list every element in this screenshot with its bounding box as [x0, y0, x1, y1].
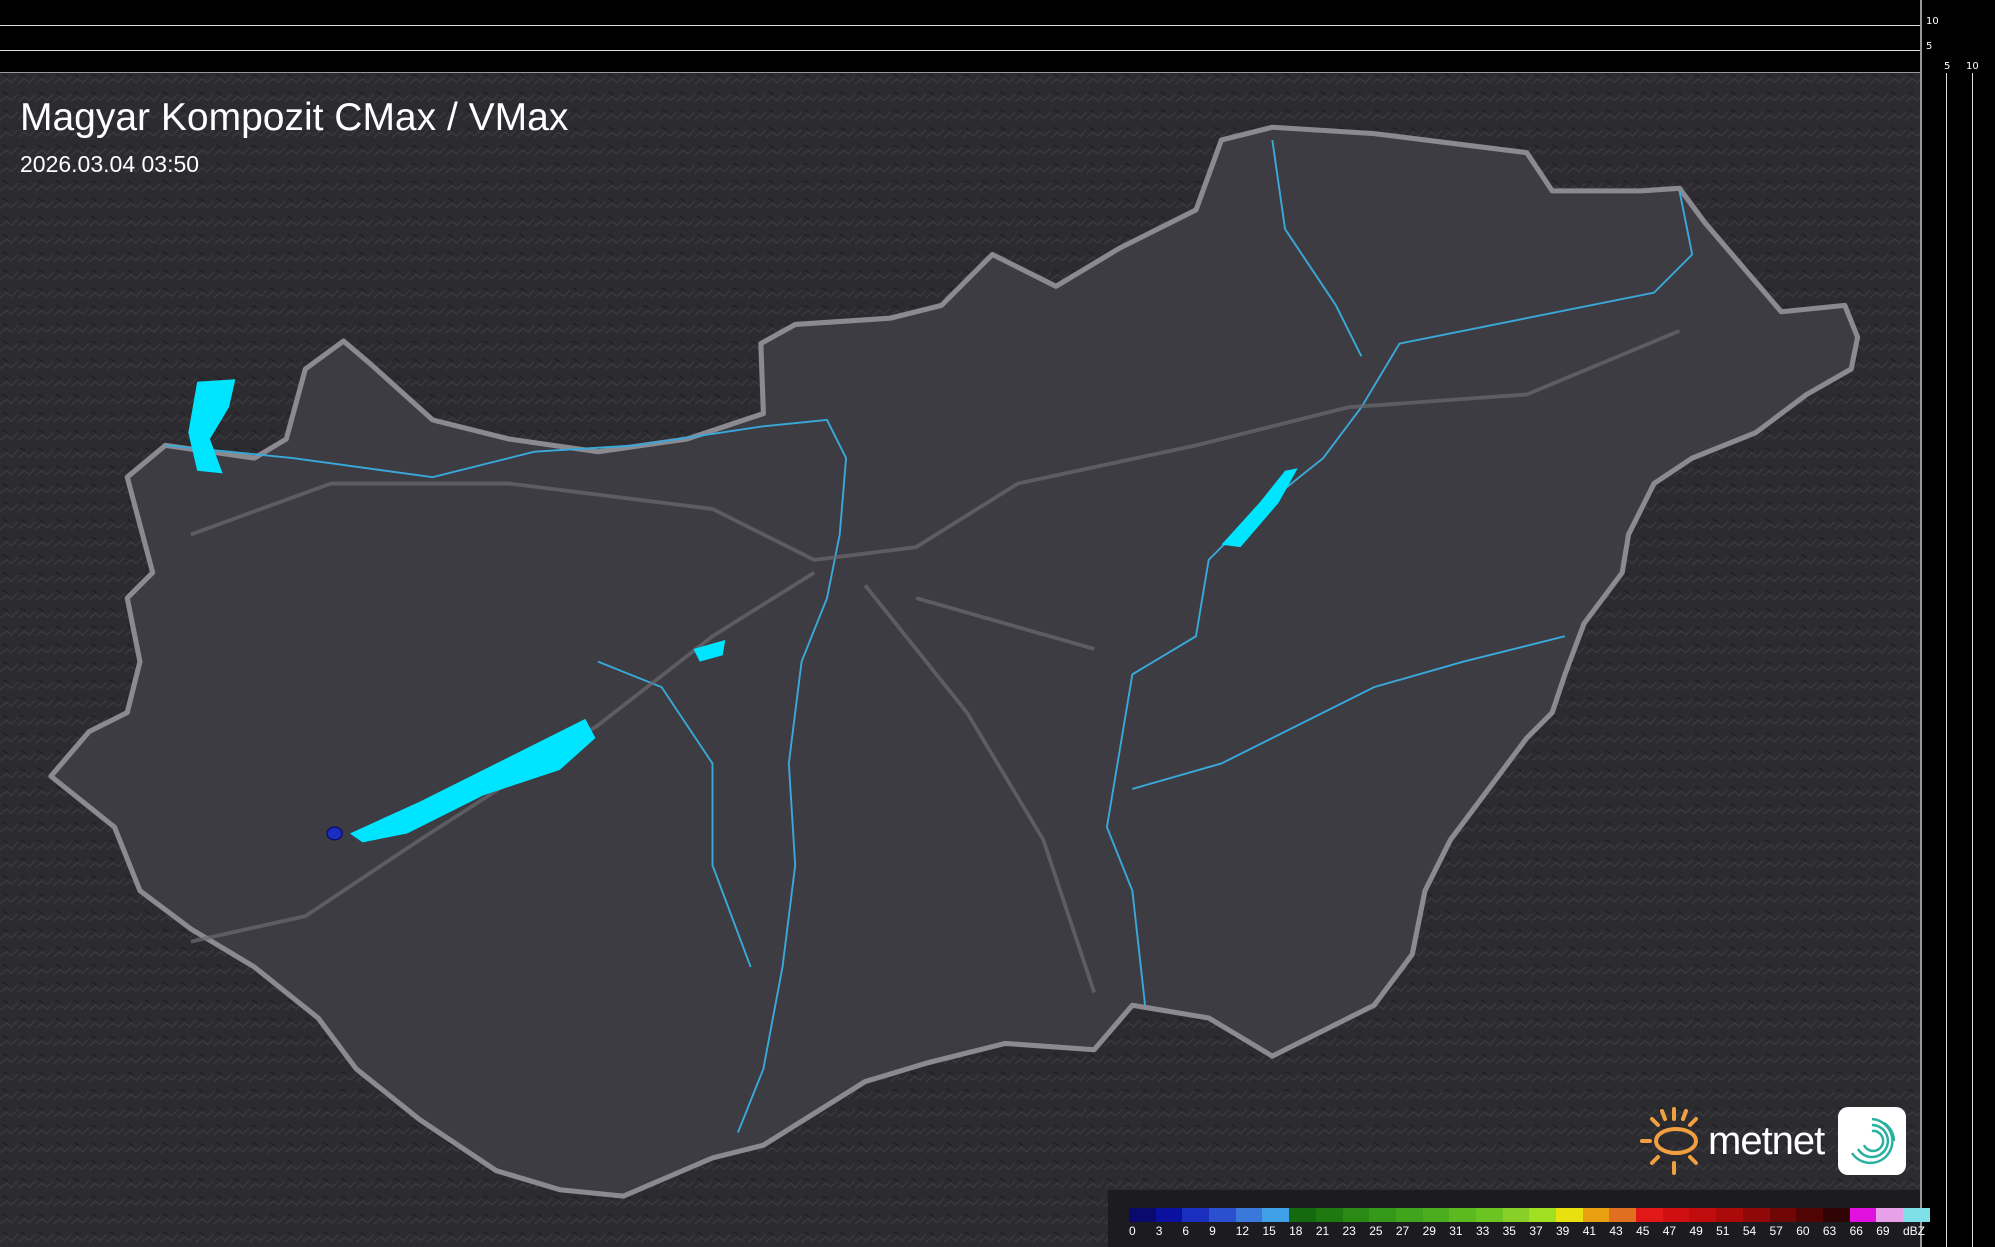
lake-tisza [1221, 468, 1298, 548]
color-swatch [1289, 1208, 1316, 1222]
color-swatch [1609, 1208, 1637, 1222]
scale-labels: 0 3 6 9 12 15 18 21 23 25 27 29 31 33 35 37 39 41 43 45 47 49… [1129, 1224, 1930, 1238]
color-swatch [1636, 1208, 1663, 1222]
scale-label: 3 [1155, 1224, 1163, 1238]
scale-label: 45 [1636, 1224, 1650, 1238]
color-swatch [1502, 1208, 1530, 1222]
color-swatch [1556, 1208, 1583, 1222]
color-swatch [1315, 1208, 1343, 1222]
color-swatch [1902, 1208, 1930, 1222]
scale-label: 25 [1369, 1224, 1383, 1238]
scale-label: 6 [1182, 1224, 1190, 1238]
color-swatch [1689, 1208, 1717, 1222]
color-swatch [1129, 1208, 1156, 1222]
color-swatch [1262, 1208, 1290, 1222]
scale-label: 69 [1876, 1224, 1890, 1238]
color-swatch [1796, 1208, 1823, 1222]
top-profile-strip [0, 0, 1920, 73]
color-swatch [1422, 1208, 1450, 1222]
tick-label: 10 [1966, 61, 1979, 72]
map-timestamp: 2026.03.04 03:50 [20, 151, 200, 177]
grid-line [0, 50, 1920, 51]
scale-label: 33 [1475, 1224, 1490, 1238]
scale-label: 43 [1609, 1224, 1623, 1238]
tick-label: 5 [1926, 41, 1933, 52]
metnet-logo: metnet [1638, 1105, 1907, 1177]
color-swatch [1155, 1208, 1183, 1222]
color-swatch [1849, 1208, 1877, 1222]
color-swatch [1475, 1208, 1503, 1222]
color-swatch [1662, 1208, 1690, 1222]
app-icon [1838, 1107, 1907, 1175]
tick-label: 10 [1926, 16, 1939, 27]
lake-balaton [349, 718, 596, 843]
grid-line [0, 25, 1920, 26]
hungary-country [48, 124, 1861, 1199]
right-profile-strip: 10 5 5 10 [1920, 0, 1995, 1247]
unit-label: dBZ [1902, 1224, 1925, 1238]
color-swatch [1369, 1208, 1396, 1222]
lake-velence [693, 640, 726, 662]
scale-label: 60 [1796, 1224, 1810, 1238]
grid-line [1946, 73, 1947, 1247]
scale-label: 51 [1716, 1224, 1730, 1238]
grid-line [0, 72, 1920, 73]
color-swatch [1822, 1208, 1850, 1222]
color-swatch [1342, 1208, 1370, 1222]
scale-label: 0 [1129, 1224, 1136, 1238]
scale-label: 21 [1315, 1224, 1330, 1238]
color-swatch [1395, 1208, 1423, 1222]
map-title: Magyar Kompozit CMax / VMax [20, 96, 569, 139]
scale-label: 57 [1769, 1224, 1783, 1238]
brand-name: metnet [1708, 1118, 1825, 1163]
scale-label: 35 [1502, 1224, 1516, 1238]
scale-label: 18 [1289, 1224, 1303, 1238]
sun-icon [1640, 1107, 1698, 1175]
scale-label: 12 [1235, 1224, 1250, 1238]
radar-echo [326, 826, 343, 841]
scale-label: 47 [1662, 1224, 1677, 1238]
color-swatch [1876, 1208, 1903, 1222]
swirl-icon [1851, 1117, 1896, 1165]
scale-label: 23 [1342, 1224, 1356, 1238]
color-swatch [1582, 1208, 1610, 1222]
color-swatch [1529, 1208, 1556, 1222]
color-swatch [1716, 1208, 1743, 1222]
scale-label: 27 [1395, 1224, 1410, 1238]
color-swatch [1209, 1208, 1236, 1222]
scale-label: 54 [1742, 1224, 1757, 1238]
scale-label: 29 [1422, 1224, 1436, 1238]
scale-label: 15 [1262, 1224, 1276, 1238]
dbz-legend: 0 3 6 9 12 15 18 21 23 25 27 29 31 33 35 37 39 41 43 45 47 49… [1108, 1190, 1930, 1247]
scale-label: 41 [1582, 1224, 1597, 1238]
grid-line [1972, 73, 1973, 1247]
scale-label: 63 [1822, 1224, 1837, 1238]
scale-label: 37 [1529, 1224, 1543, 1238]
tick-label: 5 [1944, 61, 1951, 72]
color-swatch [1769, 1208, 1797, 1222]
scale-label: 49 [1689, 1224, 1703, 1238]
color-swatch [1235, 1208, 1263, 1222]
scale-label: 31 [1449, 1224, 1463, 1238]
scale-label: 39 [1556, 1224, 1570, 1238]
color-swatch [1182, 1208, 1210, 1222]
color-swatch [1742, 1208, 1770, 1222]
scale-label: 66 [1849, 1224, 1863, 1238]
color-scale [1129, 1208, 1930, 1222]
color-swatch [1449, 1208, 1476, 1222]
lake-ferto [188, 379, 236, 474]
scale-label: 9 [1209, 1224, 1216, 1238]
